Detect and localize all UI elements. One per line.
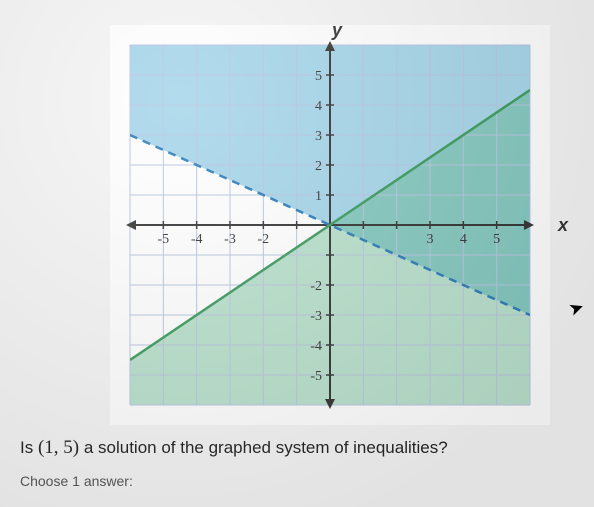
graph-wrapper: y x -5-4-3-234554321-2-3-4-5 [110,25,550,425]
svg-text:4: 4 [315,99,322,114]
svg-text:-4: -4 [310,339,322,354]
inequality-graph: -5 -4 -3 -2 3 4 5 5 4 3 2 1 -2 -3 -4 -5 [110,25,550,425]
page-container: y x -5 -4 -3 -2 3 4 5 5 4 3 2 1 -2 -3 -4 -5 Is (1, 5) a… [0,0,594,507]
svg-text:-2: -2 [310,279,322,294]
svg-text:-3: -3 [310,309,322,324]
x-axis-label: x [558,215,568,236]
svg-text:2: 2 [315,159,322,174]
svg-text:-5: -5 [157,232,169,247]
svg-text:5: 5 [315,69,322,84]
svg-text:-2: -2 [257,232,269,247]
instruction-text: Choose 1 answer: [20,473,133,489]
svg-text:3: 3 [427,232,434,247]
svg-text:-5: -5 [310,369,322,384]
svg-text:5: 5 [493,232,500,247]
svg-text:-3: -3 [224,232,236,247]
cursor-icon: ➤ [566,296,587,321]
svg-text:4: 4 [460,232,467,247]
question-prefix: Is [20,438,38,457]
svg-text:1: 1 [315,189,322,204]
question-suffix: a solution of the graphed system of ineq… [79,438,448,457]
y-axis-label: y [332,20,342,41]
svg-text:-4: -4 [191,232,203,247]
svg-text:3: 3 [315,129,322,144]
question-text: Is (1, 5) a solution of the graphed syst… [20,437,448,459]
question-point: (1, 5) [38,437,79,458]
